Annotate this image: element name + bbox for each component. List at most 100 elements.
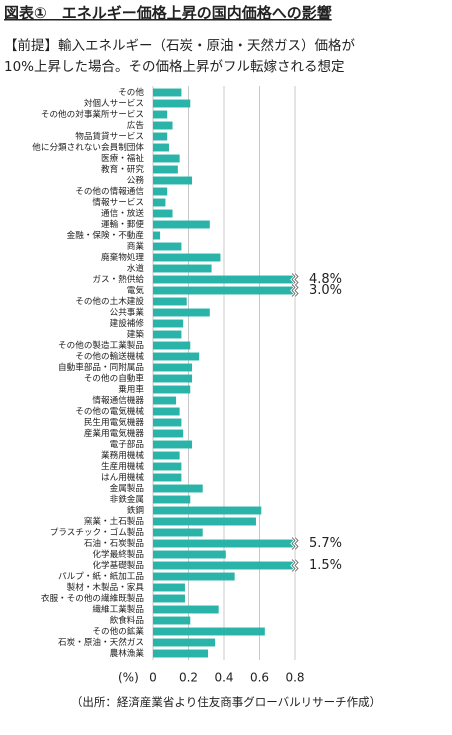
- bar: [153, 528, 203, 537]
- x-tick-label: 0.8: [285, 671, 304, 685]
- bar: [153, 506, 262, 515]
- bar: [153, 297, 187, 306]
- bars: [153, 88, 295, 658]
- bar: [153, 319, 184, 328]
- y-tick-label: 商業: [127, 240, 145, 252]
- bar: [153, 352, 200, 361]
- y-tick-label: 広告: [127, 119, 145, 131]
- bar: [153, 583, 185, 592]
- bar: [153, 605, 219, 614]
- y-tick-label: 電気: [127, 284, 145, 296]
- y-tick-label: 鉄鋼: [127, 504, 145, 516]
- subtitle: 10%上昇した場合。その価格上昇がフル転嫁される想定: [4, 59, 345, 75]
- y-tick-label: 対個人サービス: [84, 97, 144, 109]
- bar: [153, 374, 193, 383]
- bar: [153, 363, 193, 372]
- y-tick-label: 建設補修: [110, 317, 145, 329]
- y-tick-label: 他に分類されない会員制団体: [32, 141, 144, 153]
- y-tick-label: 非鉄金属: [110, 493, 144, 505]
- bar: [153, 88, 182, 97]
- bar: [153, 616, 191, 625]
- y-tick-label: その他の鉱業: [92, 625, 144, 637]
- y-tick-label: 製材・木製品・家具: [67, 581, 145, 593]
- y-tick-label: 通信・放送: [101, 207, 144, 219]
- y-tick-label: 民生用電気機器: [84, 416, 145, 428]
- chart-title: 図表① エネルギー価格上昇の国内価格への影響: [4, 4, 332, 22]
- y-tick-label: 業務用機械: [101, 449, 144, 461]
- bar: [153, 143, 169, 152]
- bar: [153, 198, 166, 207]
- y-tick-label: 公共事業: [110, 306, 145, 318]
- bar: [153, 132, 168, 141]
- y-tick-label: 化学最終製品: [92, 548, 144, 560]
- y-tick-label: はん用機械: [101, 471, 144, 483]
- bar: [153, 649, 209, 658]
- y-tick-label: 建築: [127, 328, 145, 340]
- y-tick-label: その他の輸送機械: [75, 350, 144, 362]
- bar: [153, 176, 193, 185]
- y-tick-label: その他の土木建設: [75, 295, 144, 307]
- y-tick-label: 金属製品: [110, 482, 144, 494]
- bar: [153, 594, 185, 603]
- y-tick-label: 衣服・その他の繊維既製品: [41, 592, 144, 604]
- y-tick-label: 自動車部品・同附属品: [58, 361, 144, 373]
- value-label: 1.5%: [309, 558, 342, 573]
- x-tick-label: 0.4: [214, 671, 233, 685]
- y-tick-label: 飲食料品: [110, 614, 144, 626]
- y-tick-label: 農林漁業: [110, 647, 145, 659]
- y-tick-label: 石油・石炭製品: [84, 537, 144, 549]
- bar: [153, 396, 177, 405]
- y-tick-label: 窯業・土石製品: [84, 515, 144, 527]
- bar: [153, 121, 173, 130]
- bar: [153, 341, 191, 350]
- y-tick-label: 教育・研究: [101, 163, 144, 175]
- y-tick-label: 公務: [127, 174, 145, 186]
- y-tick-label: 石炭・原油・天然ガス: [58, 636, 144, 648]
- y-tick-label: 繊維工業製品: [92, 603, 144, 615]
- y-tick-label: 廃棄物処理: [101, 251, 144, 263]
- break-mark: [291, 284, 299, 297]
- bar: [153, 418, 182, 427]
- y-tick-label: 産業用電気機器: [84, 427, 145, 439]
- break-mark: [290, 558, 299, 573]
- y-tick-label: その他の製造工業製品: [58, 339, 144, 351]
- bar: [153, 627, 265, 636]
- source: （出所：経済産業省より住友商事グローバルリサーチ作成）: [71, 695, 381, 709]
- bar: [153, 484, 203, 493]
- y-tick-label: 化学基礎製品: [92, 559, 144, 571]
- bar: [153, 429, 184, 438]
- axis-label: (%): [118, 671, 139, 685]
- bar: [153, 275, 295, 284]
- bar: [153, 99, 191, 108]
- bar: [153, 220, 210, 229]
- y-tick-label: 水道: [127, 262, 145, 274]
- y-tick-label: プラスチック・ゴム製品: [50, 526, 144, 538]
- value-label: 4.8%: [309, 272, 342, 287]
- y-tick-label: その他の自動車: [84, 372, 145, 384]
- x-tick-label: 0.6: [250, 671, 269, 685]
- x-tick-label: 0.2: [179, 671, 198, 685]
- bar: [153, 440, 193, 449]
- break-mark: [291, 559, 299, 572]
- bar: [153, 561, 295, 570]
- subtitle: 【前提】輸入エネルギー（石炭・原油・天然ガス）価格が: [4, 37, 355, 54]
- bar: [153, 110, 168, 119]
- bar: [153, 473, 182, 482]
- bar: [153, 451, 180, 460]
- y-tick-label: 生産用機械: [101, 460, 144, 472]
- value-label: 5.7%: [309, 536, 342, 551]
- bar: [153, 517, 256, 526]
- y-tick-label: その他の情報通信: [75, 185, 144, 197]
- bar: [153, 495, 191, 504]
- bar: [153, 308, 210, 317]
- bar: [153, 165, 178, 174]
- y-tick-label: パルプ・紙・紙加工品: [58, 570, 144, 582]
- y-tick-label: その他の対事業所サービス: [41, 108, 144, 120]
- bar: [153, 264, 212, 273]
- bar: [153, 209, 173, 218]
- y-tick-label: 電子部品: [110, 438, 144, 450]
- value-label: 3.0%: [309, 283, 342, 298]
- break-mark: [291, 537, 299, 550]
- bar: [153, 550, 226, 559]
